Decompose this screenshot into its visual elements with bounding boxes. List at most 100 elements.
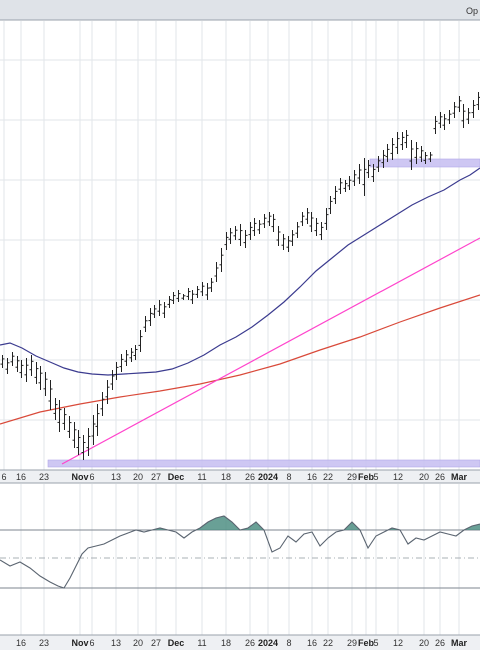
x-tick-bottom-2: Nov <box>71 638 88 648</box>
price-bar <box>343 180 348 192</box>
price-bar <box>271 214 276 232</box>
price-bar <box>457 96 462 112</box>
price-bar <box>95 404 100 436</box>
x-axis-strip-bottom <box>0 635 480 650</box>
price-bar <box>419 146 424 162</box>
price-bars <box>0 92 480 460</box>
price-bar <box>324 208 329 230</box>
price-bar <box>238 224 243 246</box>
support-band <box>47 459 480 468</box>
x-tick-bottom-3: 6 <box>89 638 94 648</box>
price-bar <box>24 358 29 382</box>
x-tick-bottom-12: 8 <box>286 638 291 648</box>
price-bar <box>171 292 176 304</box>
x-tick-top-1: 16 <box>16 472 26 482</box>
price-bar <box>129 348 134 362</box>
price-bar <box>385 144 390 162</box>
price-bar <box>362 158 367 196</box>
price-bar <box>48 380 53 410</box>
moving-average-short-line <box>0 167 480 376</box>
price-bar <box>262 214 267 228</box>
price-bar <box>366 160 371 178</box>
x-tick-top-21: 26 <box>435 472 445 482</box>
x-tick-bottom-1: 23 <box>39 638 49 648</box>
price-bar <box>67 416 72 438</box>
price-bar <box>400 132 405 150</box>
x-tick-top-20: 20 <box>419 472 429 482</box>
price-bar <box>286 236 291 252</box>
price-bar <box>414 142 419 164</box>
x-tick-top-7: 27 <box>151 472 161 482</box>
price-bar <box>404 130 409 148</box>
price-bar <box>442 114 447 130</box>
x-tick-top-6: 20 <box>133 472 143 482</box>
x-tick-top-16: 29 <box>347 472 357 482</box>
price-bar <box>371 164 376 182</box>
price-grid <box>0 21 480 470</box>
price-lines <box>0 167 480 465</box>
price-bar <box>314 218 319 236</box>
x-tick-top-11: 26 <box>245 472 255 482</box>
price-bar <box>276 226 281 246</box>
price-bar <box>162 302 167 318</box>
x-tick-top-9: 11 <box>197 472 206 482</box>
x-tick-top-5: 13 <box>111 472 121 482</box>
x-tick-top-17: Feb <box>358 472 375 482</box>
price-bar <box>381 150 386 168</box>
price-bar <box>471 100 476 118</box>
price-bar <box>105 380 110 404</box>
x-tick-top-18: 5 <box>373 472 378 482</box>
price-bar <box>438 112 443 128</box>
price-bar <box>476 92 480 110</box>
price-bands <box>47 158 480 468</box>
price-bar <box>257 220 262 234</box>
price-bar <box>219 248 224 272</box>
x-tick-bottom-0: 16 <box>16 638 26 648</box>
price-bar <box>295 222 300 238</box>
x-tick-bottom-8: 11 <box>197 638 206 648</box>
x-tick-bottom-11: 2024 <box>258 638 278 648</box>
price-bar <box>167 296 172 308</box>
price-bar <box>205 283 210 300</box>
price-bar <box>148 308 153 326</box>
price-bar <box>143 316 148 332</box>
price-bar <box>100 392 105 416</box>
price-bar <box>133 345 138 360</box>
moving-average-long-line <box>0 294 480 425</box>
price-bar <box>5 358 10 374</box>
x-tick-top-15: 22 <box>323 472 333 482</box>
price-bar <box>76 430 81 455</box>
x-tick-bottom-9: 18 <box>221 638 231 648</box>
price-bar <box>305 208 310 224</box>
price-bar <box>376 156 381 172</box>
x-tick-top-8: Dec <box>168 472 185 482</box>
price-bar <box>233 226 238 240</box>
price-bar <box>290 230 295 246</box>
x-axis-ticks-top: 6 16 23 Nov 6 13 20 27 Dec 11 18 26 2024 8 16 22 29 Feb 5 1… <box>1 472 467 482</box>
x-tick-top-0: 6 <box>1 472 6 482</box>
x-tick-bottom-18: 12 <box>393 638 403 648</box>
price-bar <box>357 164 362 184</box>
indicator-series-line <box>0 515 480 589</box>
x-tick-top-10: 18 <box>221 472 231 482</box>
price-bar <box>38 366 43 390</box>
price-bar <box>138 330 143 352</box>
price-bar <box>224 232 229 250</box>
price-bar <box>433 116 438 134</box>
price-bar <box>29 355 34 376</box>
price-bar <box>333 186 338 204</box>
x-tick-top-2: 23 <box>39 472 49 482</box>
price-bar <box>57 400 62 432</box>
price-bar <box>452 102 457 118</box>
price-bar <box>34 362 39 384</box>
price-bar <box>81 435 86 460</box>
price-bar <box>53 398 58 420</box>
x-tick-bottom-21: Mar <box>451 638 468 648</box>
trendline <box>61 237 480 465</box>
x-tick-bottom-19: 20 <box>419 638 429 648</box>
price-bar <box>157 300 162 316</box>
price-bar <box>352 170 357 186</box>
indicator-line <box>0 515 480 589</box>
x-tick-bottom-4: 13 <box>111 638 121 648</box>
